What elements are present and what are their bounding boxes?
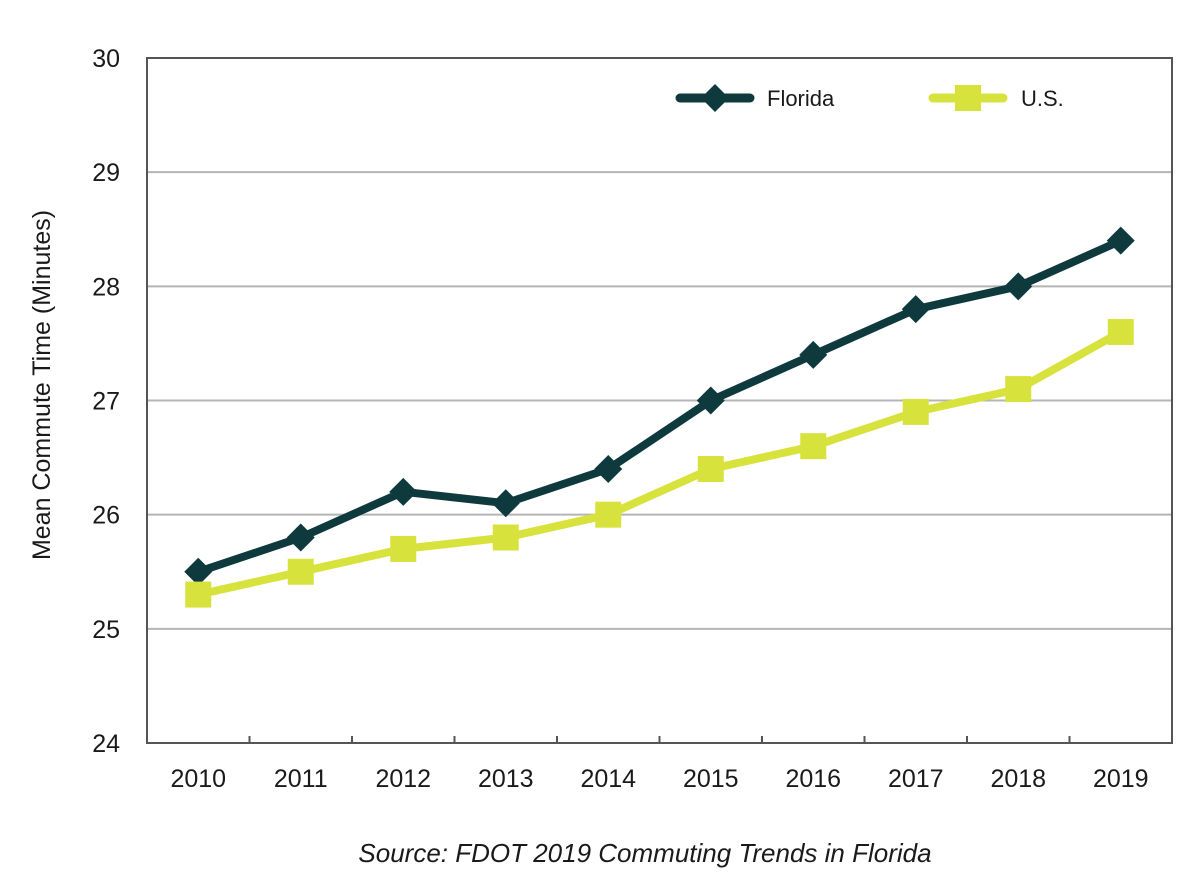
- y-tick-label: 25: [92, 616, 120, 644]
- data-point-florida: [286, 523, 315, 552]
- legend-marker-florida: [701, 84, 729, 112]
- y-tick-label: 28: [92, 273, 120, 301]
- y-tick-label: 24: [92, 730, 120, 758]
- source-note: Source: FDOT 2019 Commuting Trends in Fl…: [358, 838, 932, 868]
- series-line-florida: [194, 236, 1125, 576]
- data-point-florida: [389, 477, 418, 506]
- data-point-florida: [1106, 226, 1135, 255]
- y-tick-label: 26: [92, 502, 120, 530]
- data-point-florida: [491, 489, 520, 518]
- x-tick-label: 2019: [1093, 765, 1149, 793]
- data-point-florida: [594, 455, 623, 483]
- data-point-us: [185, 581, 212, 608]
- data-point-florida: [696, 386, 725, 415]
- data-point-florida: [901, 295, 930, 324]
- legend-label-florida: Florida: [767, 86, 835, 111]
- data-point-us: [492, 524, 519, 551]
- x-tick-label: 2017: [888, 765, 944, 793]
- data-point-us: [595, 501, 622, 528]
- data-point-us: [902, 398, 929, 425]
- y-axis-title: Mean Commute Time (Minutes): [28, 210, 56, 560]
- data-point-florida: [1004, 272, 1033, 301]
- x-tick-label: 2016: [785, 765, 841, 793]
- data-point-us: [1005, 376, 1032, 403]
- x-tick-label: 2018: [990, 765, 1046, 793]
- x-tick-label: 2011: [274, 765, 328, 793]
- x-tick-label: 2012: [375, 765, 431, 793]
- x-tick-label: 2014: [580, 765, 636, 793]
- y-tick-label: 30: [92, 45, 120, 73]
- x-tick-label: 2015: [683, 765, 739, 793]
- data-point-us: [287, 558, 314, 585]
- chart-svg: 24 25 26 27 28 29 30 2010 2011 2012 2013 2014 2015 20…: [28, 45, 1173, 793]
- x-tick-label: 2010: [170, 765, 226, 793]
- legend-label-us: U.S.: [1021, 86, 1064, 111]
- x-tick-label: 2013: [478, 765, 534, 793]
- y-tick-label: 29: [92, 159, 120, 187]
- data-point-us: [390, 535, 417, 562]
- data-point-us: [800, 433, 827, 460]
- y-tick-label: 27: [92, 388, 120, 416]
- data-point-florida: [799, 340, 828, 369]
- data-point-florida: [184, 557, 213, 586]
- legend-marker-us: [955, 85, 981, 111]
- series-line-us: [194, 328, 1125, 599]
- data-point-us: [697, 456, 724, 482]
- data-point-us: [1107, 319, 1134, 345]
